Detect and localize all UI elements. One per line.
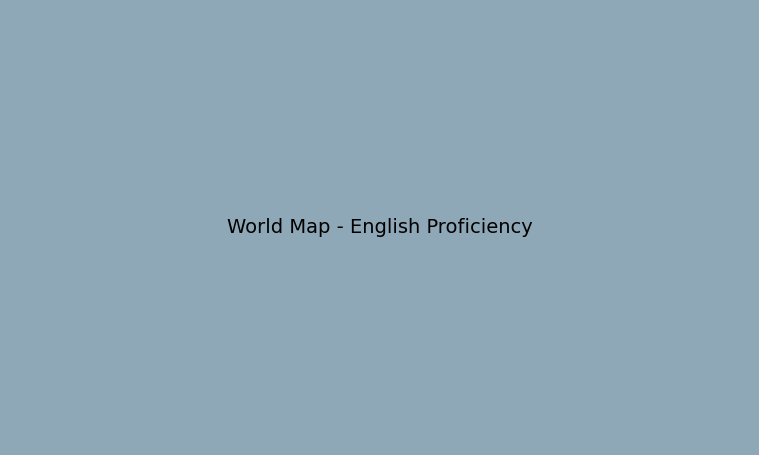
Text: World Map - English Proficiency: World Map - English Proficiency [227,218,532,237]
